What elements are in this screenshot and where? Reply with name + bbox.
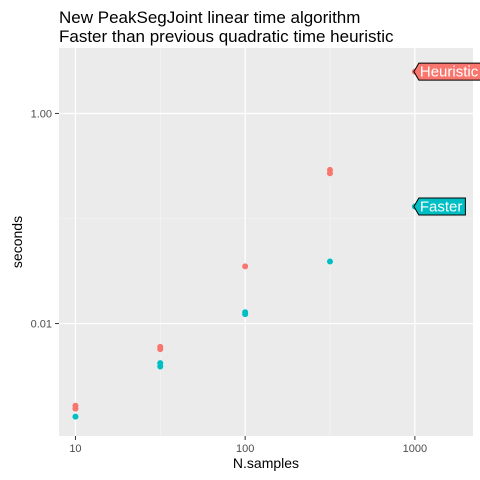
direct-label-box	[413, 197, 466, 216]
grid-minor	[59, 48, 473, 436]
direct-label: Faster	[413, 197, 466, 216]
grid-major	[59, 48, 473, 436]
data-point	[72, 402, 79, 409]
direct-label: Heuristic	[413, 62, 480, 81]
data-point	[326, 166, 333, 173]
direct-labels: Heuristic Faster	[413, 62, 480, 216]
data-point	[242, 263, 249, 270]
chart-title: New PeakSegJoint linear time algorithm	[59, 8, 360, 27]
data-point	[242, 309, 249, 316]
direct-label-text: Heuristic	[420, 64, 479, 81]
plot-panel	[59, 48, 473, 436]
x-tick-label: 1000	[403, 443, 427, 455]
x-tick-label: 10	[69, 443, 81, 455]
data-point	[157, 360, 164, 367]
data-point	[157, 343, 164, 350]
axis-ticks: 10 100 1000 0.01 1.00	[31, 108, 428, 455]
chart-subtitle: Faster than previous quadratic time heur…	[59, 27, 394, 46]
x-tick-label: 100	[236, 443, 254, 455]
data-point	[326, 258, 333, 265]
y-tick-label: 0.01	[31, 319, 52, 331]
data-point	[72, 413, 79, 420]
y-axis-title: seconds	[9, 216, 25, 268]
direct-label-text: Faster	[420, 199, 463, 216]
y-tick-label: 1.00	[31, 108, 52, 120]
direct-label-box	[413, 62, 480, 81]
x-axis-title: N.samples	[233, 455, 299, 471]
